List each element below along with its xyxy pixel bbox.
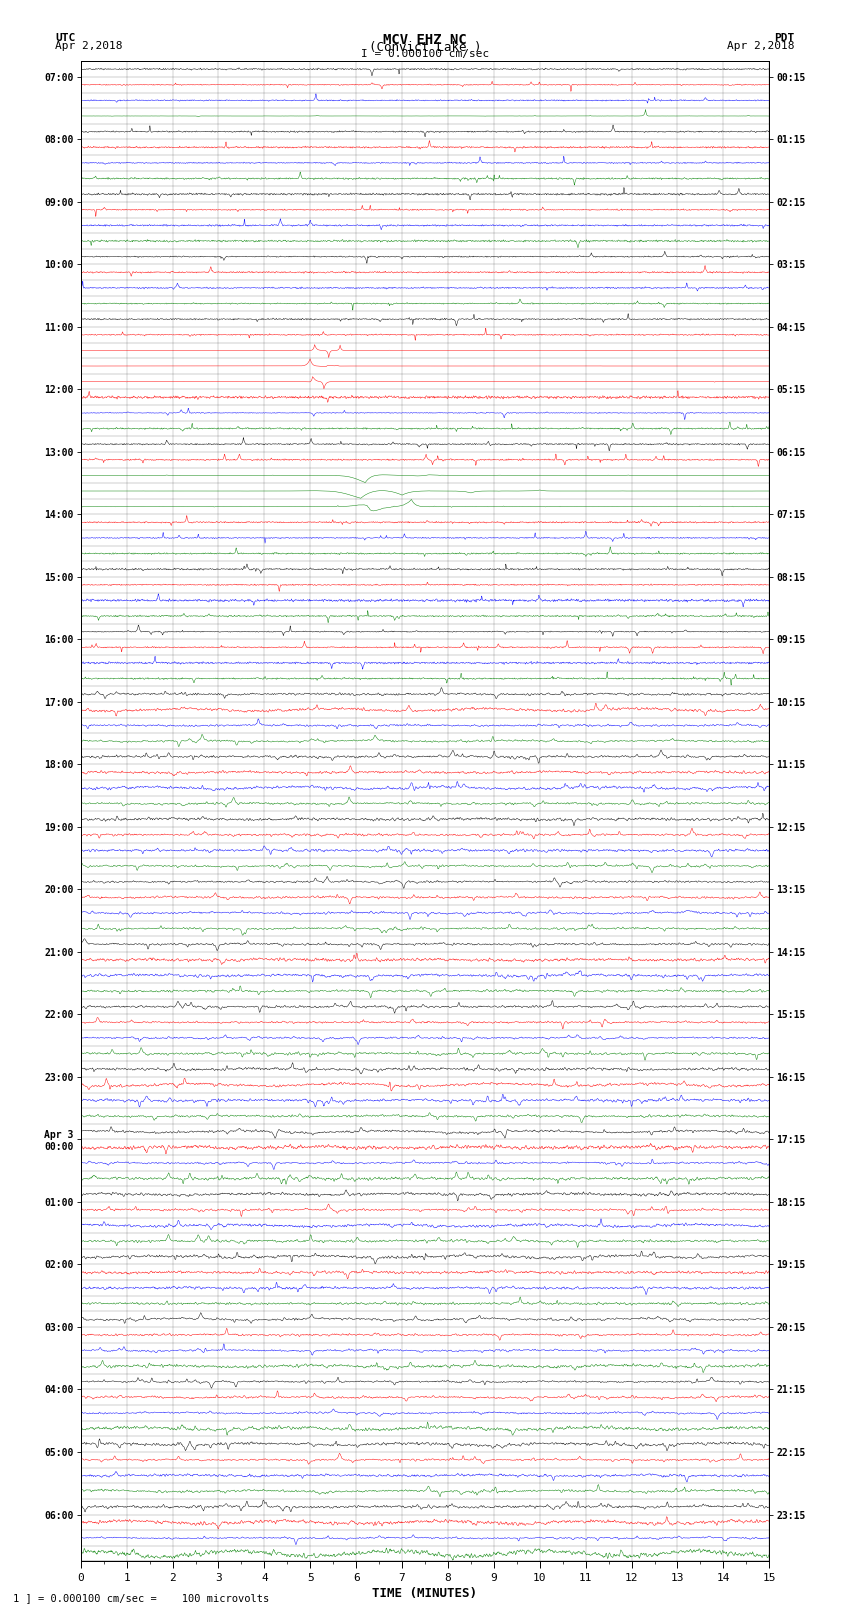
Text: PDT: PDT: [774, 32, 795, 44]
Text: (Convict Lake ): (Convict Lake ): [369, 40, 481, 55]
Text: 1 ] = 0.000100 cm/sec =    100 microvolts: 1 ] = 0.000100 cm/sec = 100 microvolts: [13, 1594, 269, 1603]
Text: Apr 2,2018: Apr 2,2018: [728, 40, 795, 52]
Text: MCV EHZ NC: MCV EHZ NC: [383, 32, 467, 47]
Text: UTC: UTC: [55, 32, 76, 44]
X-axis label: TIME (MINUTES): TIME (MINUTES): [372, 1587, 478, 1600]
Text: I = 0.000100 cm/sec: I = 0.000100 cm/sec: [361, 50, 489, 60]
Text: Apr 2,2018: Apr 2,2018: [55, 40, 122, 52]
